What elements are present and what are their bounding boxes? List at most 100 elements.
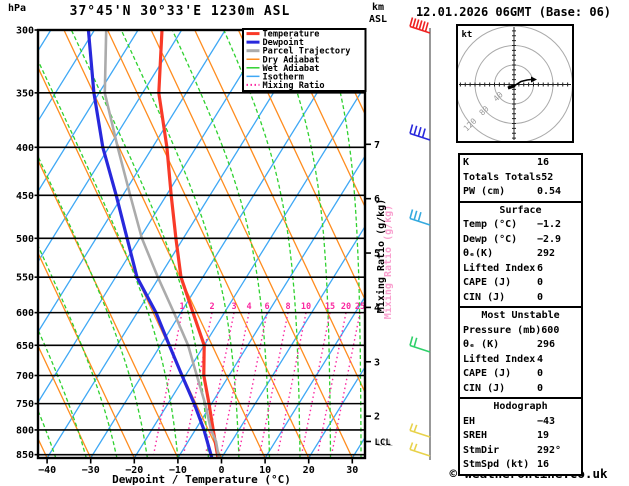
mixing-ratio-value-label: 15 bbox=[325, 302, 335, 312]
panel-row-label: CAPE (J) bbox=[463, 368, 512, 379]
hodograph-trace-arrowhead bbox=[531, 76, 537, 83]
wet-adiabat-line bbox=[38, 244, 118, 458]
wind-barb bbox=[409, 124, 431, 141]
hodograph-ring-label: 80 bbox=[478, 104, 491, 117]
panel-row-label: θₑ (K) bbox=[463, 339, 500, 350]
temp-tick-label: −20 bbox=[125, 465, 143, 476]
temp-tick-label: −30 bbox=[82, 465, 100, 476]
hodograph-unit-label: kt bbox=[462, 30, 473, 40]
panel-row-value: 6 bbox=[537, 262, 544, 274]
legend-label: Temperature bbox=[263, 30, 320, 40]
legend-label: Isotherm bbox=[263, 72, 304, 82]
isotherm-line bbox=[90, 30, 357, 458]
page-title: 37°45'N 30°33'E 1230m ASL bbox=[69, 4, 291, 19]
mixing-ratio-value-label: 3 bbox=[231, 302, 236, 312]
panel-row: CAPE (J) 0 bbox=[460, 276, 581, 291]
wet-adiabat-line bbox=[223, 30, 301, 458]
legend-label: Wet Adiabat bbox=[263, 63, 320, 74]
legend-label: Mixing Ratio bbox=[263, 80, 325, 91]
panel-row: CIN (J) 0 bbox=[460, 291, 581, 306]
panel-row: StmSpd (kt) 16 bbox=[460, 458, 581, 473]
km-tick-label: 7 bbox=[374, 140, 380, 151]
panel-row: PW (cm) 0.54 bbox=[460, 185, 581, 200]
panel-row: EH −43 bbox=[460, 415, 581, 430]
panel-row-value: 0 bbox=[537, 291, 544, 303]
panel-row-value: −1.2 bbox=[537, 219, 562, 230]
isotherm-line bbox=[264, 295, 365, 458]
mixing-axis-label-ghost: Mixing Ratio (g/kg) bbox=[382, 205, 394, 319]
dry-adiabat-line bbox=[38, 158, 179, 458]
panel-section: Surface Temp (°C) −1.2 Dewp (°C) −2.9 θₑ(K) 29… bbox=[460, 200, 581, 307]
panel-row-value: 600 bbox=[541, 324, 560, 336]
dry-adiabat-line bbox=[63, 30, 266, 458]
isotherm-line bbox=[0, 30, 7, 458]
temperature-curve bbox=[157, 30, 220, 458]
pressure-tick-label: 350 bbox=[16, 88, 34, 99]
pressure-unit-label: hPa bbox=[8, 3, 27, 14]
mixing-ratio-line bbox=[300, 312, 331, 458]
pressure-tick-label: 300 bbox=[16, 26, 34, 37]
wind-barb bbox=[409, 336, 431, 353]
pressure-tick-label: 850 bbox=[16, 450, 34, 461]
dewpoint-curve bbox=[86, 30, 214, 458]
mixing-axis-label: Mixing Ratio (g/kg) bbox=[375, 199, 387, 313]
km-tick-label: 6 bbox=[374, 194, 380, 205]
panel-row-label: Lifted Index bbox=[463, 353, 536, 365]
isotherm-line bbox=[38, 30, 270, 404]
mixing-ratio-value-label: 1 bbox=[179, 302, 184, 312]
panel-row: θₑ(K) 292 bbox=[460, 247, 581, 262]
wet-adiabat-line bbox=[444, 26, 453, 458]
panel-row-label: PW (cm) bbox=[463, 186, 506, 197]
legend-label: Dewpoint bbox=[263, 37, 304, 48]
isotherm-line bbox=[38, 30, 226, 334]
panel-row: CAPE (J) 0 bbox=[460, 367, 581, 382]
isotherm-line bbox=[177, 154, 365, 458]
panel-row-value: 296 bbox=[537, 339, 556, 350]
panel-row-value: 52 bbox=[541, 171, 554, 183]
panel-row-label: CIN (J) bbox=[463, 291, 506, 303]
dry-adiabat-line bbox=[106, 30, 310, 458]
panel-section: K 16 Totals Totals 52 PW (cm) 0.54 bbox=[460, 155, 581, 201]
wet-adiabat-line bbox=[38, 154, 149, 458]
mixing-ratio-value-label: 10 bbox=[301, 302, 311, 312]
panel-row-label: CIN (J) bbox=[463, 382, 506, 394]
wind-barb bbox=[409, 423, 431, 438]
mixing-ratio-value-label: 20 bbox=[341, 302, 351, 312]
km-tick-label: 4 bbox=[374, 303, 380, 314]
mixing-ratio-line bbox=[330, 312, 361, 458]
lcl-label-shadow: LCL bbox=[377, 439, 394, 449]
temp-tick-label: −40 bbox=[38, 465, 56, 476]
hodograph-ring-label: 40 bbox=[492, 90, 505, 103]
temp-tick-label: 20 bbox=[303, 465, 315, 476]
panel-row-label: Totals Totals bbox=[463, 171, 542, 183]
dry-adiabat-line bbox=[281, 30, 365, 209]
wind-barb bbox=[409, 209, 431, 226]
pressure-tick-label: 600 bbox=[16, 308, 34, 319]
lcl-label: LCL bbox=[375, 438, 392, 448]
wind-barb bbox=[409, 17, 431, 34]
panel-row: Pressure (mb) 600 bbox=[460, 324, 581, 339]
panel-row: SREH 19 bbox=[460, 429, 581, 444]
panel-row-value: 292 bbox=[537, 248, 556, 259]
wet-adiabat-line bbox=[38, 59, 179, 458]
datetime-label: 12.01.2026 06GMT (Base: 06) bbox=[415, 5, 612, 19]
panel-row-value: 0 bbox=[537, 368, 544, 379]
hodograph-border bbox=[456, 24, 574, 143]
pressure-tick-label: 400 bbox=[16, 143, 34, 154]
panel-row-label: Dewp (°C) bbox=[463, 233, 518, 245]
dry-adiabat-line bbox=[237, 30, 365, 302]
panel-section-title: Hodograph bbox=[493, 401, 548, 412]
legend-label: Dry Adiabat bbox=[263, 54, 320, 65]
panel-row: Lifted Index 4 bbox=[460, 353, 581, 368]
temp-tick-label: −10 bbox=[169, 465, 187, 476]
isotherm-line bbox=[38, 30, 183, 263]
pressure-tick-label: 750 bbox=[16, 399, 34, 410]
panel-row-label: K bbox=[463, 157, 470, 168]
wet-adiabat-line bbox=[120, 30, 240, 458]
panel-row-label: Pressure (mb) bbox=[463, 324, 542, 336]
wind-barb bbox=[409, 442, 431, 457]
mixing-ratio-value-label: 2 bbox=[209, 302, 214, 312]
